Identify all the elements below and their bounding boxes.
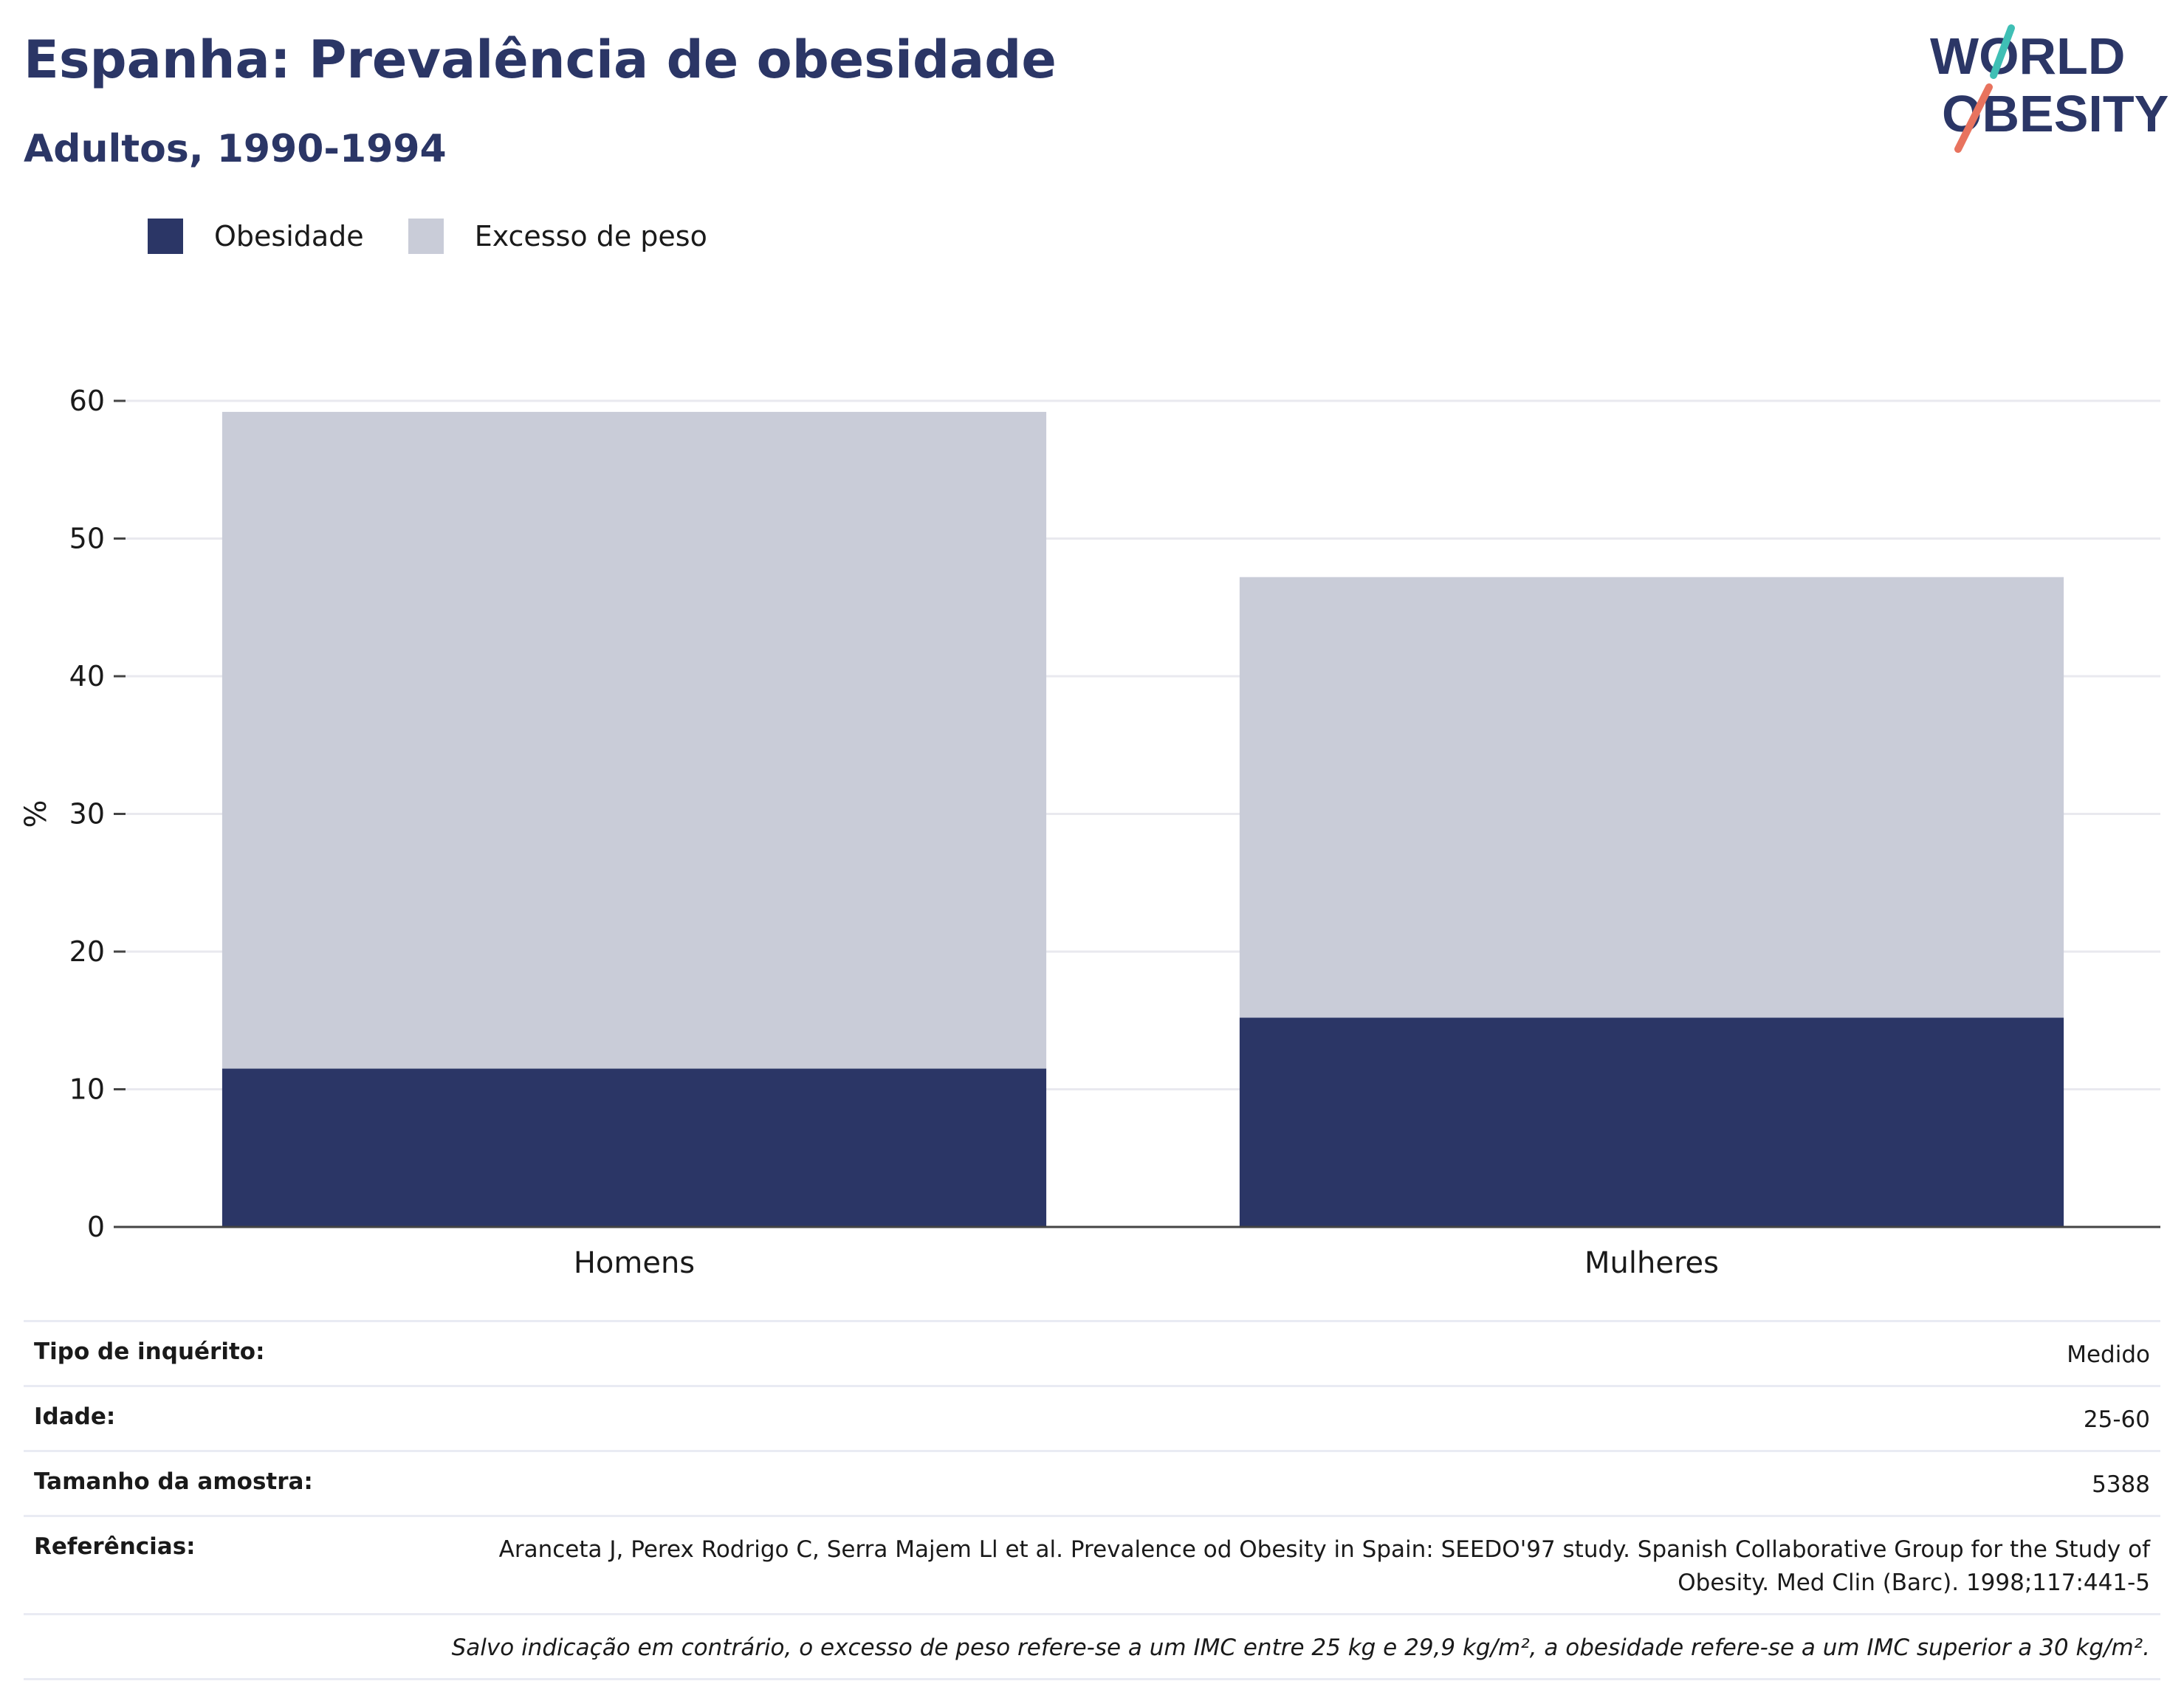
world-obesity-logo: WORLD OBESITY — [1930, 24, 2168, 153]
info-row-survey-type: Tipo de inquérito: Medido — [24, 1320, 2160, 1385]
x-tick-label-mulheres: Mulheres — [1584, 1246, 1719, 1280]
y-tick-label-20: 20 — [69, 935, 105, 968]
references-value: Aranceta J, Perex Rodrigo C, Serra Majem… — [498, 1536, 2150, 1596]
survey-type-label: Tipo de inquérito: — [34, 1338, 265, 1365]
y-tick-label-10: 10 — [69, 1073, 105, 1106]
info-row-note: Salvo indicação em contrário, o excesso … — [24, 1612, 2160, 1680]
chart-title: Espanha: Prevalência de obesidade — [24, 30, 1057, 90]
y-tick-label-40: 40 — [69, 660, 105, 692]
legend-label-obesity: Obesidade — [214, 220, 364, 252]
y-tick-label-60: 60 — [69, 385, 105, 417]
info-table: Tipo de inquérito: Medido Idade: 25-60 T… — [24, 1320, 2160, 1680]
bar-overweight-mulheres — [1239, 577, 2064, 1018]
y-axis-label: % — [19, 800, 53, 828]
definition-note: Salvo indicação em contrário, o excesso … — [451, 1634, 2150, 1661]
info-row-sample-size: Tamanho da amostra: 5388 — [24, 1449, 2160, 1515]
info-row-references: Referências: Aranceta J, Perex Rodrigo C… — [24, 1514, 2160, 1613]
age-value: 25-60 — [2083, 1406, 2150, 1433]
legend-item-obesity[interactable]: Obesidade — [148, 219, 364, 254]
bar-obesity-homens — [222, 1068, 1047, 1227]
legend-item-overweight[interactable]: Excesso de peso — [408, 219, 707, 254]
bar-obesity-mulheres — [1239, 1017, 2064, 1227]
svg-text:WORLD: WORLD — [1930, 27, 2125, 85]
legend-label-overweight: Excesso de peso — [474, 220, 707, 252]
legend-swatch-overweight — [408, 219, 444, 254]
y-tick-label-50: 50 — [69, 523, 105, 555]
sample-size-label: Tamanho da amostra: — [34, 1468, 313, 1495]
y-tick-label-0: 0 — [87, 1211, 105, 1243]
legend: Obesidade Excesso de peso — [148, 219, 752, 254]
age-label: Idade: — [34, 1403, 116, 1430]
sample-size-value: 5388 — [2092, 1471, 2150, 1498]
info-row-age: Idade: 25-60 — [24, 1384, 2160, 1450]
bar-chart: 0 10 20 30 40 50 60% Homens Mulheres — [19, 385, 2160, 1280]
chart-subtitle: Adultos, 1990-1994 — [24, 127, 447, 171]
legend-swatch-obesity — [148, 219, 183, 254]
survey-type-value: Medido — [2067, 1341, 2150, 1368]
x-tick-label-homens: Homens — [574, 1246, 695, 1280]
y-tick-label-30: 30 — [69, 798, 105, 831]
references-label: Referências: — [34, 1533, 196, 1560]
bar-overweight-homens — [222, 411, 1047, 1069]
